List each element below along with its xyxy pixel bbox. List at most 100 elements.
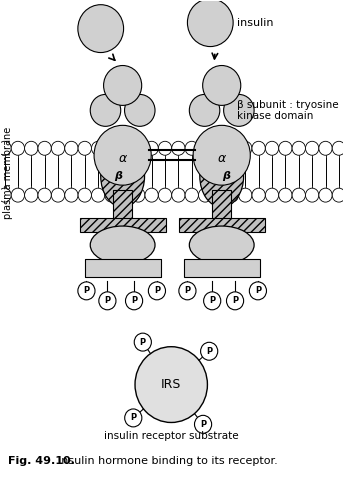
Circle shape <box>204 292 221 310</box>
Circle shape <box>265 141 279 155</box>
Circle shape <box>135 347 208 423</box>
Circle shape <box>250 282 266 300</box>
Circle shape <box>118 141 131 155</box>
Circle shape <box>292 141 306 155</box>
Circle shape <box>172 141 185 155</box>
Circle shape <box>92 188 105 202</box>
Circle shape <box>11 141 24 155</box>
Circle shape <box>132 188 145 202</box>
Circle shape <box>225 188 239 202</box>
Circle shape <box>92 141 105 155</box>
Circle shape <box>225 141 239 155</box>
Circle shape <box>185 141 199 155</box>
Text: insulin receptor substrate: insulin receptor substrate <box>104 431 238 441</box>
Text: P: P <box>104 296 111 305</box>
Circle shape <box>118 188 131 202</box>
Circle shape <box>134 333 151 351</box>
Circle shape <box>78 282 95 300</box>
Circle shape <box>201 342 218 360</box>
Text: α: α <box>118 152 127 165</box>
Circle shape <box>125 94 155 126</box>
Circle shape <box>252 141 265 155</box>
Circle shape <box>158 188 172 202</box>
Text: P: P <box>200 420 206 429</box>
Bar <box>183 259 260 277</box>
Text: plasma membrane: plasma membrane <box>3 127 13 219</box>
Circle shape <box>51 141 65 155</box>
Circle shape <box>189 94 220 126</box>
Bar <box>113 190 132 223</box>
Circle shape <box>24 141 38 155</box>
Circle shape <box>332 188 346 202</box>
Circle shape <box>104 65 142 106</box>
Circle shape <box>126 292 143 310</box>
Circle shape <box>193 125 250 185</box>
Circle shape <box>252 188 265 202</box>
Text: P: P <box>130 413 136 423</box>
Circle shape <box>319 141 332 155</box>
Circle shape <box>306 141 319 155</box>
Circle shape <box>319 188 332 202</box>
Circle shape <box>332 141 346 155</box>
Text: IRS: IRS <box>161 378 181 391</box>
Circle shape <box>132 141 145 155</box>
Text: P: P <box>185 287 191 295</box>
Circle shape <box>279 188 292 202</box>
Circle shape <box>212 141 225 155</box>
Text: Insulin hormone binding to its receptor.: Insulin hormone binding to its receptor. <box>58 456 278 467</box>
Ellipse shape <box>200 145 244 207</box>
Circle shape <box>65 141 78 155</box>
Circle shape <box>11 188 24 202</box>
Circle shape <box>199 141 212 155</box>
Circle shape <box>158 141 172 155</box>
Circle shape <box>145 188 158 202</box>
Circle shape <box>224 94 254 126</box>
Circle shape <box>195 415 212 433</box>
Circle shape <box>145 141 158 155</box>
Ellipse shape <box>90 226 155 264</box>
Circle shape <box>292 188 306 202</box>
Circle shape <box>172 188 185 202</box>
Circle shape <box>94 125 151 185</box>
Circle shape <box>212 188 225 202</box>
Circle shape <box>179 282 196 300</box>
Circle shape <box>0 141 11 155</box>
Circle shape <box>239 141 252 155</box>
Circle shape <box>78 5 123 53</box>
Circle shape <box>38 188 51 202</box>
Circle shape <box>203 65 241 106</box>
Circle shape <box>239 188 252 202</box>
Circle shape <box>187 0 233 46</box>
Circle shape <box>0 188 11 202</box>
Bar <box>80 218 165 232</box>
Text: P: P <box>209 296 215 305</box>
Circle shape <box>105 141 118 155</box>
Circle shape <box>185 188 199 202</box>
Text: α: α <box>218 152 226 165</box>
Circle shape <box>65 188 78 202</box>
Ellipse shape <box>101 145 145 207</box>
Circle shape <box>306 188 319 202</box>
Text: Fig. 49.10.: Fig. 49.10. <box>8 456 75 467</box>
Text: β: β <box>114 171 122 181</box>
Text: P: P <box>154 287 160 295</box>
Circle shape <box>227 292 244 310</box>
Circle shape <box>38 141 51 155</box>
Circle shape <box>78 141 92 155</box>
Bar <box>212 190 231 223</box>
Circle shape <box>51 188 65 202</box>
Text: P: P <box>140 338 146 347</box>
Circle shape <box>24 188 38 202</box>
Ellipse shape <box>189 226 254 264</box>
Circle shape <box>199 188 212 202</box>
Text: P: P <box>83 287 89 295</box>
Circle shape <box>125 409 142 427</box>
Text: P: P <box>206 347 212 356</box>
Text: P: P <box>255 287 261 295</box>
Text: β: β <box>223 171 230 181</box>
Circle shape <box>90 94 121 126</box>
Bar <box>179 218 265 232</box>
Circle shape <box>105 188 118 202</box>
Circle shape <box>148 282 165 300</box>
Text: P: P <box>232 296 238 305</box>
